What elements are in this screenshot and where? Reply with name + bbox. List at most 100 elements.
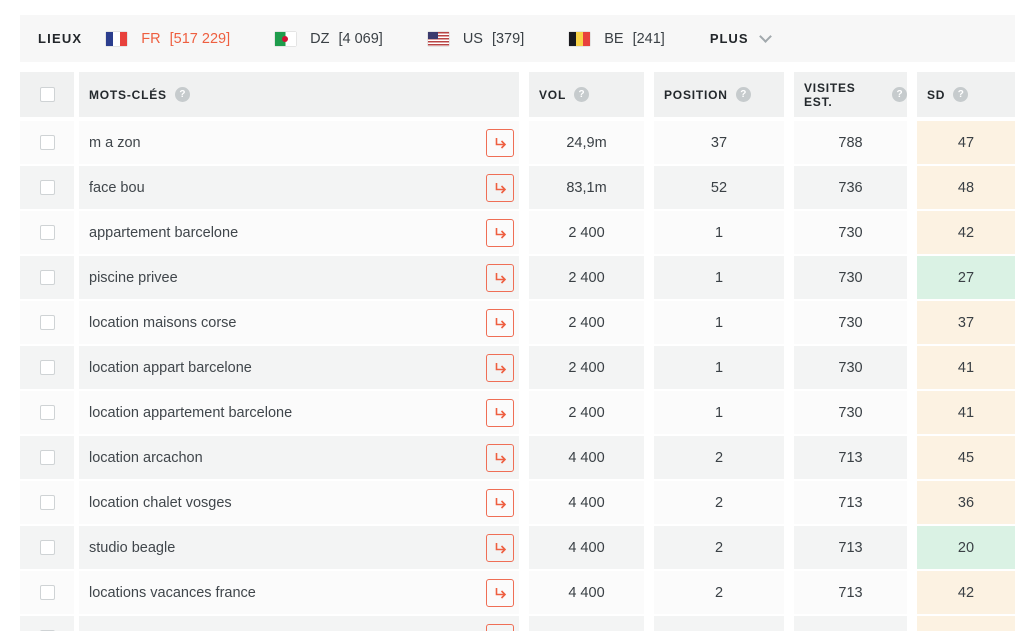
open-keyword-button[interactable] [486, 533, 514, 562]
keyword-cell: m a zon [79, 121, 519, 164]
keyword-label: m a zon [89, 134, 141, 151]
header-sd: SD ? [917, 72, 1015, 117]
visits-cell: 730 [794, 211, 907, 254]
visits-cell-value: 730 [838, 224, 863, 241]
open-keyword-button[interactable] [486, 173, 514, 202]
country-filter-us[interactable]: US [379] [427, 30, 524, 47]
row-checkbox[interactable] [39, 360, 55, 375]
country-count: [4 069] [338, 30, 383, 47]
visits-cell: 713 [794, 571, 907, 614]
position-cell: 1 [654, 301, 784, 344]
sd-cell-value: 47 [957, 134, 975, 151]
visits-cell: 730 [794, 256, 907, 299]
help-icon[interactable]: ? [892, 87, 907, 102]
open-keyword-button[interactable] [486, 218, 514, 247]
sd-cell: 37 [917, 301, 1015, 344]
us-flag-icon [427, 31, 449, 46]
position-cell-value: 1 [714, 359, 724, 376]
visits-cell-value: 713 [838, 449, 863, 466]
row-checkbox[interactable] [39, 225, 55, 240]
keyword-cell: location appartement barcelone [79, 391, 519, 434]
row-checkbox[interactable] [39, 495, 55, 510]
row-checkbox[interactable] [39, 135, 55, 150]
checkbox-cell [20, 166, 74, 209]
more-locations-label: PLUS [709, 31, 749, 46]
open-keyword-button[interactable] [486, 578, 514, 607]
help-icon[interactable]: ? [735, 87, 751, 102]
checkbox-cell [20, 436, 74, 479]
position-cell-value: 2 [714, 449, 724, 466]
locations-label: LIEUX [38, 31, 83, 46]
keyword-label: location appartement barcelone [89, 404, 293, 421]
sd-cell-value: 41 [957, 359, 975, 376]
volume-cell: 4 400 [529, 481, 644, 524]
help-icon[interactable]: ? [174, 87, 190, 102]
open-keyword-button[interactable] [486, 488, 514, 517]
keyword-cell: face bou [79, 166, 519, 209]
sd-cell-value: 20 [957, 539, 975, 556]
open-keyword-button[interactable] [486, 443, 514, 472]
open-keyword-button[interactable] [486, 398, 514, 427]
redirect-arrow-icon [495, 587, 507, 599]
keyword-label: location chalet vosges [89, 494, 232, 511]
header-sd-label: SD [927, 87, 946, 102]
redirect-arrow-icon [495, 272, 507, 284]
redirect-arrow-icon [495, 452, 507, 464]
more-locations-button[interactable]: PLUS [709, 29, 773, 46]
open-keyword-button[interactable] [486, 623, 514, 631]
position-cell-value: 2 [714, 494, 724, 511]
position-cell-value: 2 [714, 584, 724, 601]
volume-cell-value: 2 400 [568, 404, 605, 421]
row-checkbox[interactable] [39, 585, 55, 600]
table-row: m a zon 24,9m 37 788 47 [20, 121, 1015, 164]
keyword-cell: location chalet vosges [79, 481, 519, 524]
volume-cell: 4 400 [529, 571, 644, 614]
header-visits-label: VISITES EST. [804, 80, 856, 109]
row-checkbox[interactable] [39, 405, 55, 420]
volume-cell: 2 400 [529, 346, 644, 389]
volume-cell-value: 4 400 [568, 449, 605, 466]
row-checkbox[interactable] [39, 630, 55, 631]
header-volume: VOL ? [529, 72, 644, 117]
volume-cell-value: 83,1m [566, 179, 607, 196]
keyword-cell: appartement barcelone [79, 211, 519, 254]
keyword-cell: piscine privee [79, 256, 519, 299]
sd-cell [917, 616, 1015, 631]
sd-cell-value: 42 [957, 584, 975, 601]
help-icon[interactable]: ? [953, 87, 969, 102]
country-filter-be[interactable]: BE [241] [569, 31, 665, 47]
row-checkbox[interactable] [39, 540, 55, 555]
open-keyword-button[interactable] [486, 308, 514, 337]
keyword-label: piscine privee [89, 269, 178, 286]
be-flag-icon [569, 31, 591, 46]
select-all-checkbox[interactable] [39, 87, 55, 102]
help-icon[interactable]: ? [574, 87, 590, 102]
sd-cell-value: 37 [957, 314, 975, 331]
country-count: [241] [632, 30, 665, 47]
country-code: US [462, 30, 483, 47]
country-filter-dz[interactable]: DZ [4 069] [275, 31, 383, 47]
redirect-arrow-icon [495, 362, 507, 374]
keyword-cell: studio beagle [79, 526, 519, 569]
row-checkbox[interactable] [39, 180, 55, 195]
visits-cell-value: 713 [838, 539, 863, 556]
row-checkbox[interactable] [39, 315, 55, 330]
sd-cell: 41 [917, 391, 1015, 434]
visits-cell-value: 713 [838, 584, 863, 601]
header-keywords-label: MOTS-CLÉS [89, 87, 167, 102]
row-checkbox[interactable] [39, 270, 55, 285]
volume-cell-value: 2 400 [568, 359, 605, 376]
table-header: MOTS-CLÉS ? VOL ? POSITION ? VISITES EST… [20, 72, 1015, 117]
row-checkbox[interactable] [39, 450, 55, 465]
open-keyword-button[interactable] [486, 128, 514, 157]
country-filter-fr[interactable]: FR [517 229] [106, 31, 230, 47]
checkbox-cell [20, 256, 74, 299]
volume-cell-value: 2 400 [568, 224, 605, 241]
open-keyword-button[interactable] [486, 353, 514, 382]
open-keyword-button[interactable] [486, 263, 514, 292]
position-cell-value: 1 [714, 269, 724, 286]
visits-cell: 788 [794, 121, 907, 164]
sd-cell: 45 [917, 436, 1015, 479]
position-cell-value: 1 [714, 404, 724, 421]
keyword-label: location arcachon [89, 449, 203, 466]
